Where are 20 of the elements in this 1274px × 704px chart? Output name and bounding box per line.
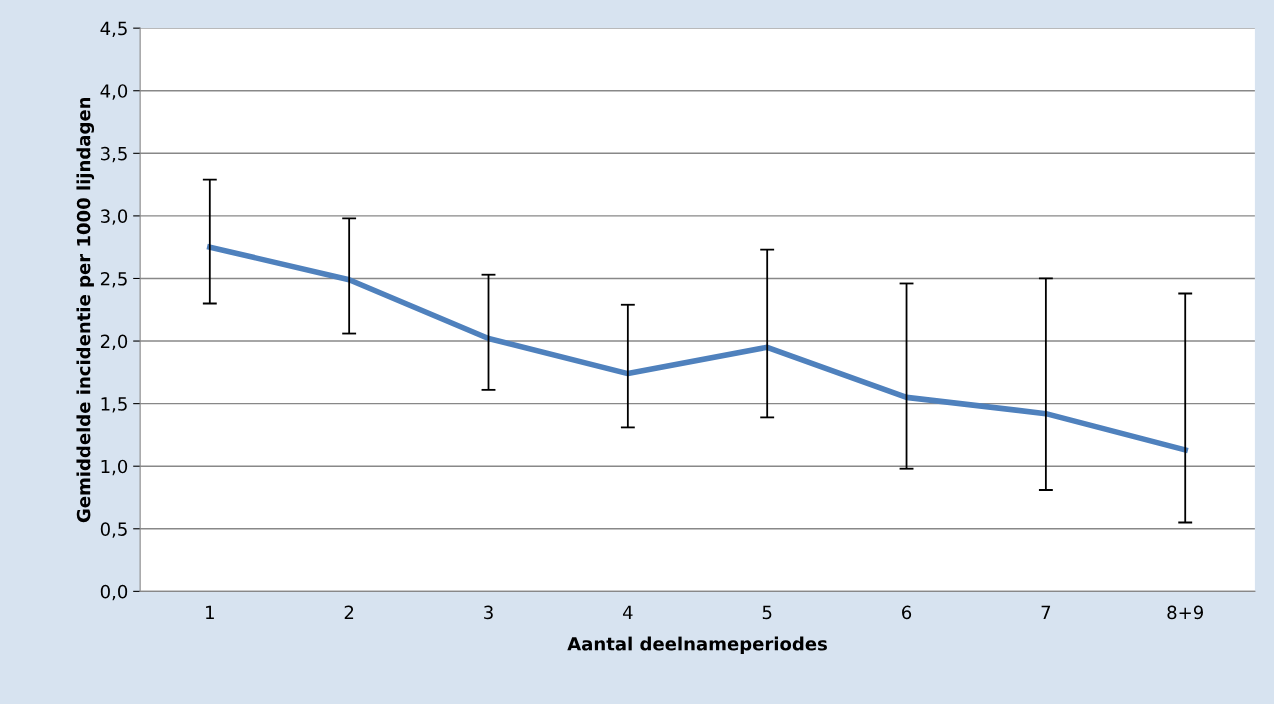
y-tick-label: 3,5 xyxy=(101,146,127,163)
y-tick-label: 3,0 xyxy=(101,209,128,225)
x-tick-label: 1 xyxy=(206,605,214,619)
y-tick-label: 2,5 xyxy=(100,271,127,288)
x-tick-label: 4 xyxy=(622,605,633,619)
x-tick-label: 6 xyxy=(902,605,912,620)
y-tick-label: 4,0 xyxy=(100,84,128,100)
y-tick-label: 2,0 xyxy=(100,334,128,351)
y-tick-label: 0,5 xyxy=(100,522,127,538)
y-tick-label: 4,5 xyxy=(100,21,127,38)
y-tick-label: 0,0 xyxy=(100,584,128,601)
x-axis-title: Aantal deelnameperiodes xyxy=(567,636,827,655)
x-tick-label: 2 xyxy=(344,605,354,619)
y-tick-label: 1,5 xyxy=(101,397,127,413)
x-tick-label: 8+9 xyxy=(1167,605,1203,620)
x-tick-label: 7 xyxy=(1041,605,1051,619)
y-tick-label: 1,0 xyxy=(101,459,128,476)
x-tick-label: 3 xyxy=(484,605,493,620)
x-tick-label: 5 xyxy=(762,605,772,620)
y-axis-title: Gemiddelde incidentie per 1000 lijndagen xyxy=(76,97,95,523)
